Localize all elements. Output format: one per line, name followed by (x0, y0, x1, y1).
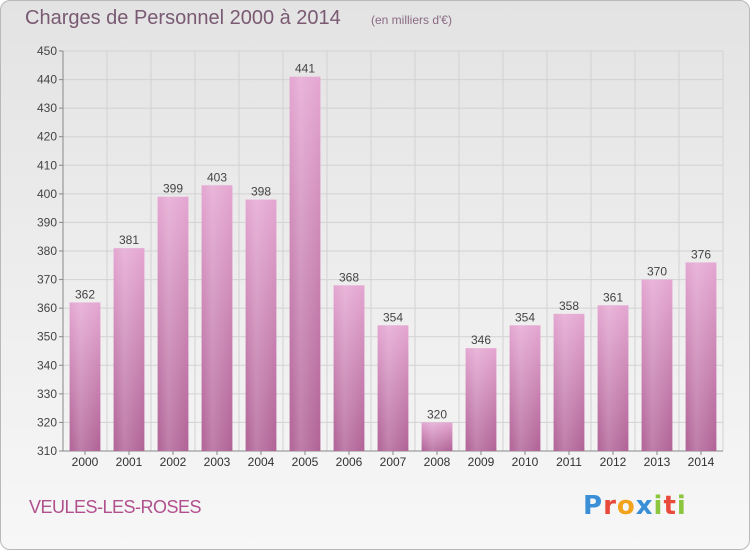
bars (69, 76, 717, 452)
x-tick-label: 2010 (512, 455, 539, 469)
x-tick-label: 2009 (468, 455, 495, 469)
bar-highlight (641, 279, 673, 451)
y-tick-label: 450 (37, 44, 57, 58)
axes: 310 320 330 340 350 360 370 380 390 400 410 420 430 4… (37, 44, 723, 469)
bar-highlight (377, 325, 409, 451)
x-tick-label: 2006 (336, 455, 363, 469)
bar-highlight (201, 185, 233, 452)
bar-highlight (685, 262, 717, 451)
logo-letter: t (663, 491, 677, 521)
data-label: 368 (339, 270, 359, 284)
logo-letter: i (676, 491, 687, 521)
chart-subtitle: (en milliers d'€) (371, 13, 452, 27)
y-tick-label: 390 (37, 215, 57, 229)
data-label: 381 (119, 233, 139, 247)
logo-letter: r (603, 491, 617, 521)
y-tick-label: 380 (37, 244, 57, 258)
x-tick-label: 2001 (116, 455, 143, 469)
y-tick-label: 330 (37, 387, 57, 401)
logo-letter: i (653, 491, 664, 521)
y-tick-label: 420 (37, 130, 57, 144)
bar-highlight (421, 422, 453, 451)
y-tick-label: 310 (37, 444, 57, 458)
data-label: 441 (295, 62, 315, 76)
chart-title: Charges de Personnel 2000 à 2014 (25, 7, 341, 29)
bar-highlight (245, 199, 277, 451)
y-tick-label: 340 (37, 358, 57, 372)
y-tick-label: 430 (37, 101, 57, 115)
commune-name: VEULES-LES-ROSES (29, 497, 202, 517)
data-label: 362 (75, 287, 95, 301)
bar-highlight (157, 196, 189, 451)
data-label: 376 (691, 247, 711, 261)
data-label: 398 (251, 185, 271, 199)
y-tick-label: 440 (37, 73, 57, 87)
x-tick-label: 2005 (292, 455, 319, 469)
bar-highlight (553, 313, 585, 451)
data-label: 358 (559, 299, 579, 313)
x-tick-label: 2014 (688, 455, 715, 469)
data-label: 346 (471, 333, 491, 347)
y-tick-label: 320 (37, 415, 57, 429)
x-tick-label: 2000 (72, 455, 99, 469)
y-tick-label: 370 (37, 273, 57, 287)
logo-letter: x (635, 491, 654, 521)
bar-highlight (333, 285, 365, 451)
x-tick-label: 2002 (160, 455, 187, 469)
x-tick-label: 2007 (380, 455, 407, 469)
bar-highlight (509, 325, 541, 451)
data-label: 399 (163, 182, 183, 196)
x-tick-label: 2013 (644, 455, 671, 469)
data-label: 361 (603, 290, 623, 304)
y-tick-label: 410 (37, 158, 57, 172)
y-tick-label: 400 (37, 187, 57, 201)
x-tick-label: 2012 (600, 455, 627, 469)
bar-highlight (597, 305, 629, 451)
data-label: 320 (427, 407, 447, 421)
data-label: 403 (207, 170, 227, 184)
x-tick-label: 2003 (204, 455, 231, 469)
x-tick-label: 2011 (556, 455, 582, 469)
bar-highlight (465, 348, 497, 451)
bar-highlight (289, 76, 321, 451)
logo-letter: P (583, 491, 604, 521)
bar-highlight (113, 248, 145, 451)
x-tick-label: 2008 (424, 455, 451, 469)
x-tick-label: 2004 (248, 455, 275, 469)
data-label: 354 (515, 310, 535, 324)
y-tick-label: 360 (37, 301, 57, 315)
proxiti-logo: Proxiti (583, 491, 687, 521)
data-label: 370 (647, 265, 667, 279)
y-tick-label: 350 (37, 330, 57, 344)
data-labels: 362 381 399 403 398 441 368 354 320 346 354 358 361 3… (75, 62, 711, 422)
logo-letter: o (616, 491, 636, 521)
bar-highlight (69, 302, 101, 451)
data-label: 354 (383, 310, 403, 324)
